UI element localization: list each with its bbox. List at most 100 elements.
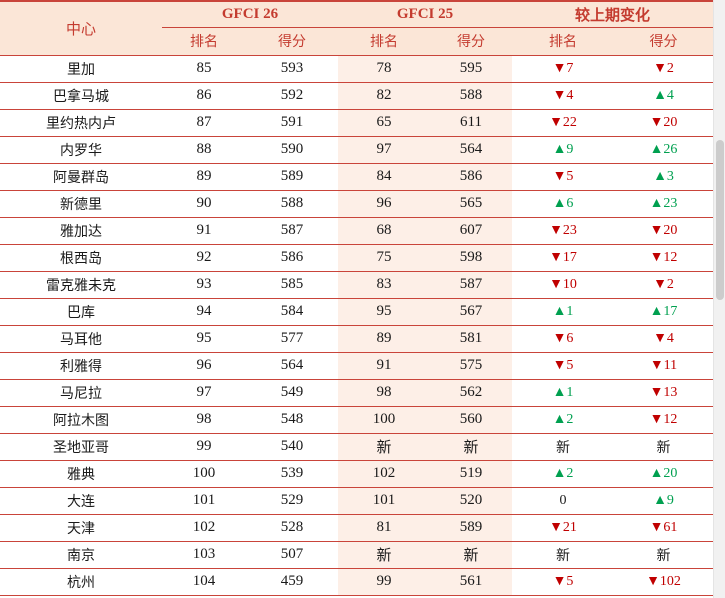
header-gfci25: GFCI 25	[338, 1, 512, 28]
gfci26-score-cell: 539	[246, 460, 338, 488]
gfci25-rank-cell: 75	[338, 244, 430, 272]
score-change-cell: ▼20	[614, 217, 714, 245]
gfci26-score-cell: 592	[246, 82, 338, 110]
table-row: 杭州 104 459 99 561 ▼5 ▼102	[0, 568, 714, 596]
score-change-cell: ▲23	[614, 190, 714, 218]
table-row: 新德里 90 588 96 565 ▲6 ▲23	[0, 190, 714, 218]
center-name-cell: 巴拿马城	[0, 82, 162, 110]
gfci25-score-cell: 562	[430, 379, 512, 407]
gfci26-rank-cell: 94	[162, 298, 246, 326]
gfci25-rank-cell: 91	[338, 352, 430, 380]
gfci25-rank-cell: 99	[338, 568, 430, 596]
gfci25-rank-cell: 102	[338, 460, 430, 488]
center-name-cell: 雅加达	[0, 217, 162, 245]
center-name-cell: 南京	[0, 541, 162, 569]
gfci26-rank-cell: 100	[162, 460, 246, 488]
gfci25-score-cell: 520	[430, 487, 512, 515]
rank-change-cell: ▲9	[512, 136, 614, 164]
table-row: 阿拉木图 98 548 100 560 ▲2 ▼12	[0, 406, 714, 434]
gfci26-score-cell: 584	[246, 298, 338, 326]
gfci26-rank-cell: 85	[162, 55, 246, 83]
table-row: 马尼拉 97 549 98 562 ▲1 ▼13	[0, 379, 714, 407]
gfci25-rank-cell: 95	[338, 298, 430, 326]
gfci26-score-cell: 548	[246, 406, 338, 434]
header-gfci26-rank: 排名	[162, 27, 246, 56]
gfci26-rank-cell: 101	[162, 487, 246, 515]
score-change-cell: ▼2	[614, 271, 714, 299]
score-change-cell: ▲4	[614, 82, 714, 110]
table-row: 内罗华 88 590 97 564 ▲9 ▲26	[0, 136, 714, 164]
table-row: 大连 101 529 101 520 0 ▲9	[0, 487, 714, 515]
center-name-cell: 巴库	[0, 298, 162, 326]
gfci25-score-cell: 595	[430, 55, 512, 83]
gfci25-rank-cell: 96	[338, 190, 430, 218]
rank-change-cell: ▼21	[512, 514, 614, 542]
table-row: 利雅得 96 564 91 575 ▼5 ▼11	[0, 352, 714, 380]
rank-change-cell: ▼6	[512, 325, 614, 353]
gfci26-score-cell: 590	[246, 136, 338, 164]
table-row: 巴库 94 584 95 567 ▲1 ▲17	[0, 298, 714, 326]
gfci26-score-cell: 593	[246, 55, 338, 83]
gfci25-rank-cell: 97	[338, 136, 430, 164]
gfci26-score-cell: 529	[246, 487, 338, 515]
header-change-score: 得分	[614, 27, 714, 56]
gfci25-score-cell: 598	[430, 244, 512, 272]
gfci26-score-cell: 586	[246, 244, 338, 272]
table-body: 里加 85 593 78 595 ▼7 ▼2 巴拿马城 86 592 82 58…	[0, 55, 714, 596]
vertical-scrollbar[interactable]	[713, 0, 725, 598]
gfci26-rank-cell: 89	[162, 163, 246, 191]
rank-change-cell: ▲2	[512, 406, 614, 434]
scrollbar-thumb[interactable]	[716, 140, 724, 300]
rank-change-cell: ▲1	[512, 298, 614, 326]
score-change-cell: ▲9	[614, 487, 714, 515]
center-name-cell: 根西岛	[0, 244, 162, 272]
center-name-cell: 内罗华	[0, 136, 162, 164]
gfci25-rank-cell: 68	[338, 217, 430, 245]
center-name-cell: 马耳他	[0, 325, 162, 353]
rank-change-cell: ▼22	[512, 109, 614, 137]
center-name-cell: 阿拉木图	[0, 406, 162, 434]
rank-change-cell: ▲1	[512, 379, 614, 407]
gfci26-score-cell: 564	[246, 352, 338, 380]
gfci25-rank-cell: 89	[338, 325, 430, 353]
gfci25-rank-cell: 81	[338, 514, 430, 542]
gfci26-score-cell: 587	[246, 217, 338, 245]
gfci26-score-cell: 589	[246, 163, 338, 191]
score-change-cell: ▼61	[614, 514, 714, 542]
header-group-row: 中心 GFCI 26 GFCI 25 较上期变化	[0, 1, 714, 56]
gfci25-score-cell: 新	[430, 433, 512, 461]
gfci26-rank-cell: 98	[162, 406, 246, 434]
gfci25-score-cell: 567	[430, 298, 512, 326]
center-name-cell: 杭州	[0, 568, 162, 596]
gfci25-score-cell: 519	[430, 460, 512, 488]
gfci26-rank-cell: 90	[162, 190, 246, 218]
header-gfci26-score: 得分	[246, 27, 338, 56]
gfci25-score-cell: 560	[430, 406, 512, 434]
gfci26-score-cell: 507	[246, 541, 338, 569]
gfci26-rank-cell: 88	[162, 136, 246, 164]
center-name-cell: 阿曼群岛	[0, 163, 162, 191]
score-change-cell: ▼13	[614, 379, 714, 407]
table-row: 里约热内卢 87 591 65 611 ▼22 ▼20	[0, 109, 714, 137]
gfci25-score-cell: 565	[430, 190, 512, 218]
table-row: 南京 103 507 新 新 新 新	[0, 541, 714, 569]
gfci25-score-cell: 589	[430, 514, 512, 542]
rank-change-cell: ▼10	[512, 271, 614, 299]
gfci26-rank-cell: 104	[162, 568, 246, 596]
center-name-cell: 新德里	[0, 190, 162, 218]
gfci25-rank-cell: 新	[338, 541, 430, 569]
rank-change-cell: ▼23	[512, 217, 614, 245]
table-row: 阿曼群岛 89 589 84 586 ▼5 ▲3	[0, 163, 714, 191]
score-change-cell: ▼2	[614, 55, 714, 83]
gfci26-rank-cell: 103	[162, 541, 246, 569]
gfci26-score-cell: 577	[246, 325, 338, 353]
gfci25-score-cell: 607	[430, 217, 512, 245]
gfci25-rank-cell: 82	[338, 82, 430, 110]
gfci25-rank-cell: 84	[338, 163, 430, 191]
gfci26-rank-cell: 97	[162, 379, 246, 407]
score-change-cell: ▼12	[614, 244, 714, 272]
gfci25-score-cell: 564	[430, 136, 512, 164]
rank-change-cell: ▼17	[512, 244, 614, 272]
